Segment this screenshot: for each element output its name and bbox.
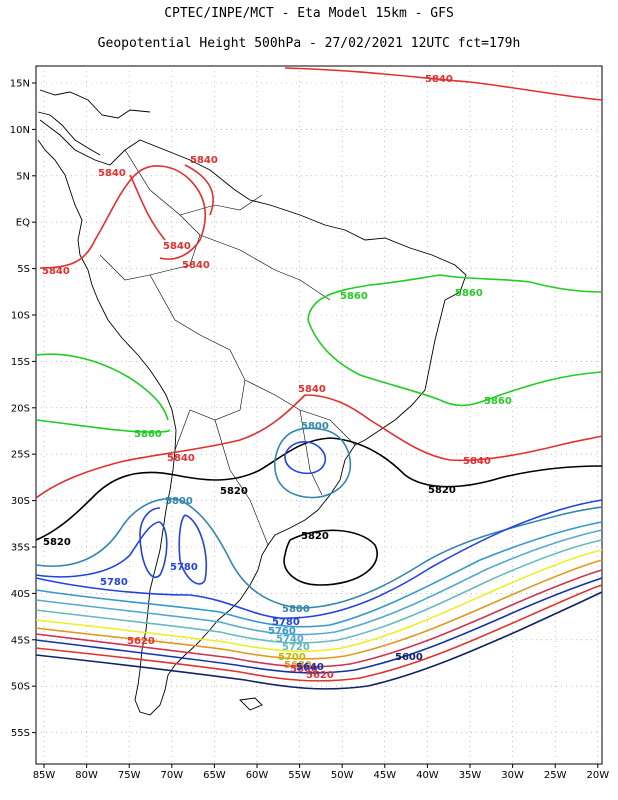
contour-label: 5800 (165, 496, 193, 507)
contour-5660 (35, 569, 603, 668)
contour-5640 (35, 577, 603, 674)
contour-5840-north (284, 67, 603, 101)
lon-label: 45W (373, 770, 396, 781)
lat-label: 5S (17, 264, 30, 275)
lat-label: 15N (10, 79, 30, 90)
contour-label: 5840 (182, 260, 210, 271)
lat-label: 35S (11, 543, 30, 554)
contour-5700 (35, 549, 603, 653)
contour-label: 5820 (301, 531, 329, 542)
lat-label: 50S (11, 682, 30, 693)
falklands (239, 697, 263, 711)
contour-5720 (35, 539, 603, 644)
lon-label: 75W (118, 770, 141, 781)
map-subtitle: Geopotential Height 500hPa - 27/02/2021 … (97, 36, 521, 51)
contour-5860-pacific-b (35, 419, 171, 433)
contour-label: 5840 (298, 384, 326, 395)
contour-5840-amazon (39, 164, 214, 269)
lat-label: 10S (11, 311, 30, 322)
central-america-coast (37, 111, 101, 156)
contour-label: 5640 (296, 662, 324, 673)
contour-label: 5820 (43, 537, 71, 548)
lon-label: 60W (246, 770, 269, 781)
lon-label: 25W (544, 770, 567, 781)
contour-label: 5660 (290, 664, 318, 675)
contour-5840-south (35, 394, 603, 499)
map-title: CPTEC/INPE/MCT - Eta Model 15km - GFS (164, 6, 454, 21)
lon-label: 65W (203, 770, 226, 781)
contour-label: 5800 (301, 421, 329, 432)
lon-label: 55W (288, 770, 311, 781)
contour-5860-brazil (307, 319, 603, 407)
contour-5860-pacific-a (35, 353, 169, 421)
contour-5680 (35, 559, 603, 660)
contour-5800-cutoff (274, 427, 352, 499)
map-frame (35, 65, 603, 765)
contour-label: 5780 (272, 617, 300, 628)
lon-label: 40W (416, 770, 439, 781)
contour-label: 5860 (484, 396, 512, 407)
contour-label: 5860 (340, 291, 368, 302)
contour-5760 (35, 521, 603, 628)
contour-label: 5760 (268, 626, 296, 637)
contour-label: 5840 (463, 456, 491, 467)
lat-label: 15S (11, 357, 30, 368)
contour-5860-northeast (307, 274, 603, 321)
contour-label: 5840 (425, 74, 453, 85)
contour-label: 5840 (98, 168, 126, 179)
contour-5740 (35, 529, 603, 636)
lat-label: 10N (10, 125, 30, 136)
lon-label: 80W (75, 770, 98, 781)
contour-label: 5800 (282, 604, 310, 615)
contour-lines (35, 67, 603, 690)
lon-label: 35W (459, 770, 482, 781)
contour-label: 5740 (276, 634, 304, 645)
contour-5620 (35, 584, 603, 682)
contour-label: 5840 (163, 241, 191, 252)
contour-label: 5840 (190, 155, 218, 166)
lat-label: 55S (11, 728, 30, 739)
lon-label: 50W (331, 770, 354, 781)
lat-label: 30S (11, 496, 30, 507)
contour-label: 5700 (278, 652, 306, 663)
lat-label: 40S (11, 589, 30, 600)
contour-label: 5600 (395, 652, 423, 663)
coastline (37, 89, 467, 716)
contour-5600 (35, 591, 603, 690)
lat-label: EQ (16, 218, 30, 229)
contour-5780-south (35, 507, 208, 585)
contour-label: 5840 (42, 266, 70, 277)
contour-5820 (35, 437, 603, 541)
contour-5800-south (35, 498, 603, 609)
lat-label: 20S (11, 403, 30, 414)
contour-label: 5840 (167, 453, 195, 464)
lat-label: 5N (16, 171, 30, 182)
contour-label: 5820 (428, 485, 456, 496)
lon-label: 20W (586, 770, 609, 781)
contour-5820-cutoff (283, 529, 378, 586)
south-america-coast (37, 119, 467, 716)
contour-5780-main (35, 499, 603, 619)
lon-label: 85W (33, 770, 56, 781)
lon-label: 30W (501, 770, 524, 781)
lat-label: 45S (11, 635, 30, 646)
axis-ticks: 15N 10N 5N EQ 5S 10S 15S 20S 25S 30S 35S 40S 45S 50S 5… (10, 79, 609, 782)
contour-label: 5820 (220, 486, 248, 497)
country-borders (99, 149, 356, 546)
lon-label: 70W (160, 770, 183, 781)
contour-label: 5680 (284, 660, 312, 671)
contour-label: 5620 (127, 636, 155, 647)
contour-label: 5860 (134, 429, 162, 440)
lat-label: 25S (11, 450, 30, 461)
contour-label: 5720 (282, 642, 310, 653)
contour-label: 5860 (455, 288, 483, 299)
caribbean-coast (39, 89, 151, 119)
contour-label: 5780 (100, 577, 128, 588)
contour-5780-cutoff (284, 441, 327, 475)
contour-labels: 5840 5840 5840 5840 5840 5840 5840 5840 … (42, 74, 512, 681)
contour-label: 5780 (170, 562, 198, 573)
contour-label: 5620 (306, 670, 334, 681)
